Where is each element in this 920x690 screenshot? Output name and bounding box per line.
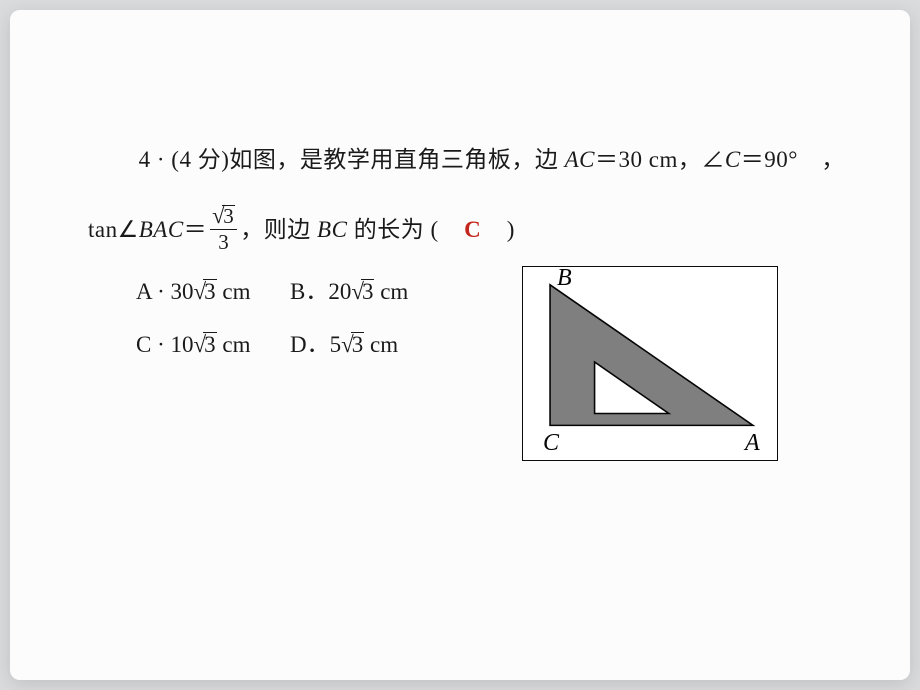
frac-den: 3 — [210, 230, 237, 254]
option-a: A · 30√3 cm — [136, 278, 250, 306]
ac-val: 30 cm — [619, 147, 678, 172]
vertex-label-b: B — [557, 265, 572, 292]
vertex-label-c: C — [543, 430, 559, 457]
opt-b-unit: cm — [374, 279, 408, 304]
opt-c-unit: cm — [217, 332, 251, 357]
comma2: ， — [821, 147, 845, 172]
side-ac: AC — [565, 147, 595, 172]
opt-a-coef: 30 — [171, 279, 194, 304]
opt-b-arg: 3 — [361, 279, 375, 303]
opt-d-unit: cm — [364, 332, 398, 357]
answer-letter: C — [464, 217, 481, 242]
question-line-1: 4 · (4 分)如图，是教学用直角三角板，边 AC＝30 cm，∠C＝90° … — [88, 130, 850, 190]
q-points: 4 分 — [179, 147, 221, 172]
tan-label: tan∠ — [88, 217, 139, 242]
opt-b-label: B． — [290, 279, 328, 304]
c-label: C — [725, 147, 741, 172]
stem-2: ，则边 — [240, 217, 317, 242]
opt-c-arg: 3 — [203, 332, 217, 356]
stem-3: 的长为 ( — [347, 217, 438, 242]
opt-b-coef: 20 — [328, 279, 351, 304]
bac: BAC — [139, 217, 184, 242]
side-bc: BC — [317, 217, 347, 242]
opt-a-label: A · — [136, 279, 171, 304]
slide-page: 4 · (4 分)如图，是教学用直角三角板，边 AC＝30 cm，∠C＝90° … — [10, 10, 910, 680]
opt-d-arg: 3 — [351, 332, 365, 356]
option-b: B．20√3 cm — [290, 278, 408, 306]
opt-d-coef: 5 — [330, 332, 342, 357]
opt-a-unit: cm — [217, 279, 251, 304]
stem-4: ) — [507, 217, 515, 242]
eq1: ＝ — [595, 147, 619, 172]
dot-sep: · — [151, 147, 172, 172]
opt-a-arg: 3 — [203, 279, 217, 303]
opt-c-label: C · — [136, 332, 171, 357]
q-number: 4 — [139, 147, 151, 172]
stem-1: 如图，是教学用直角三角板，边 — [229, 147, 564, 172]
vertex-label-a: A — [745, 430, 760, 457]
fraction: √33 — [210, 203, 237, 254]
triangle-path — [550, 285, 753, 426]
comma1: ， — [678, 147, 702, 172]
triangle-figure: B C A — [522, 266, 778, 461]
angle-sym: ∠ — [701, 147, 725, 172]
eq2: ＝ — [184, 217, 208, 242]
opt-d-label: D． — [290, 332, 330, 357]
option-c: C · 10√3 cm — [136, 331, 250, 359]
question-line-2: tan∠BAC＝√33，则边 BC 的长为 ( C ) — [88, 200, 850, 260]
option-d: D．5√3 cm — [290, 331, 398, 359]
opt-c-coef: 10 — [171, 332, 194, 357]
frac-arg: 3 — [222, 205, 235, 227]
angle-val: ＝90° — [741, 147, 798, 172]
triangle-svg — [523, 267, 777, 460]
